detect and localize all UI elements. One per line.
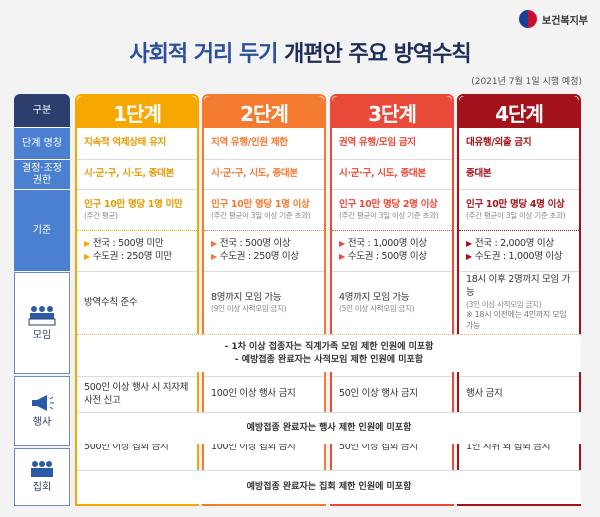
triangle-bullet-icon: ▶ xyxy=(211,239,217,249)
megaphone-icon xyxy=(32,395,54,412)
label-category: 구분 xyxy=(14,94,70,128)
stage-authority: 시·군·구, 시도, 중대본 xyxy=(332,160,452,190)
criteria: 인구 10만 명당 1명 미만 xyxy=(84,198,183,210)
criteria-note: (주간 평균이 3일 이상 기준 초과) xyxy=(466,211,566,221)
gathering-extra: ※ 18시 이전에는 4인까지 모임 가능 xyxy=(466,310,567,330)
gathering-rule-note: (9인 이상 사적모임 금지) xyxy=(211,304,287,314)
rally-rule: 100인 이상 집회 금지 xyxy=(211,440,296,452)
title-part2: 개편안 주요 방역수칙 xyxy=(284,42,471,67)
people-group-icon xyxy=(28,306,56,326)
crowd-icon xyxy=(31,461,53,478)
stage-column-3: 3단계 권역 유행/모임 금지 시·군·구, 시도, 중대본 인구 10만 명당… xyxy=(330,94,454,506)
criteria-note: (주간 평균) xyxy=(84,211,118,221)
gathering-rule-note: (5인 이상 사적모임 금지) xyxy=(339,304,415,314)
label-name: 단계 명칭 xyxy=(14,128,70,160)
criteria: 인구 10만 명당 2명 이상 xyxy=(339,198,438,210)
national-threshold: 전국 : 500명 이상 xyxy=(219,238,291,250)
stage-header: 2단계 xyxy=(204,96,324,128)
gathering-rule: 4명까지 모임 가능 xyxy=(339,291,410,303)
national-threshold: 전국 : 500명 미만 xyxy=(92,238,164,250)
stage-name: 지역 유행/인원 제한 xyxy=(204,128,324,160)
label-criteria: 기준 xyxy=(14,190,70,272)
national-threshold: 전국 : 1,000명 이상 xyxy=(347,238,427,250)
gathering-rule: 18시 이후 2명까지 모임 가능 xyxy=(466,274,571,299)
gathering-note-1: - 1차 이상 접종자는 직계가족 모임 제한 인원에 미포함 xyxy=(224,341,434,352)
gathering-rule-note: (3인 이상 사적모임 금지) xyxy=(466,299,542,309)
label-event: 행사 xyxy=(14,376,70,446)
event-text: 행사 xyxy=(32,417,52,429)
gathering-rule: 8명까지 모임 가능 xyxy=(211,291,282,303)
gathering-note-2: - 예방접종 완료자는 사적모임 제한 인원에 미포함 xyxy=(234,354,424,365)
criteria-note: (주간 평균이 3일 이상 기준 초과) xyxy=(211,211,311,221)
capital-threshold: 수도권 : 500명 이상 xyxy=(347,251,427,262)
triangle-bullet-icon: ▶ xyxy=(84,239,90,249)
stage-name: 대유행/외출 금지 xyxy=(459,128,579,160)
label-authority: 결정·조정 권한 xyxy=(14,160,70,190)
rally-rule: 500인 이상 집회 금지 xyxy=(84,440,169,452)
taegeuk-logo-icon xyxy=(519,10,537,28)
stage-header: 4단계 xyxy=(459,96,579,128)
rally-rule: 50인 이상 집회 금지 xyxy=(339,440,418,452)
stage-authority: 시·군·구, 시·도, 중대본 xyxy=(77,160,197,190)
stage-column-2: 2단계 지역 유행/인원 제한 시·군·구, 시도, 중대본 인구 10만 명당… xyxy=(202,94,326,506)
criteria-note: (주간 평균이 3일 이상 기준 초과) xyxy=(339,211,439,221)
stage-column-1: 1단계 지속적 억제상태 유지 시·군·구, 시·도, 중대본 인구 10만 명… xyxy=(75,94,199,506)
capital-threshold: 수도권 : 250명 미만 xyxy=(92,251,172,262)
gathering-text: 모임 xyxy=(32,330,52,342)
gathering-note: - 1차 이상 접종자는 직계가족 모임 제한 인원에 미포함 - 예방접종 완… xyxy=(77,334,581,372)
triangle-bullet-icon: ▶ xyxy=(339,252,345,261)
rally-text: 집회 xyxy=(32,482,52,494)
triangle-bullet-icon: ▶ xyxy=(211,252,217,261)
stage-header: 3단계 xyxy=(332,96,452,128)
stage-name: 권역 유행/모임 금지 xyxy=(332,128,452,160)
stage-column-4: 4단계 대유행/외출 금지 중대본 인구 10만 명당 4명 이상 (주간 평균이… xyxy=(457,94,581,506)
event-rule: 100인 이상 행사 금지 xyxy=(204,376,324,412)
stage-authority: 중대본 xyxy=(459,160,579,190)
triangle-bullet-icon: ▶ xyxy=(466,252,472,261)
criteria: 인구 10만 명당 1명 이상 xyxy=(211,198,310,210)
stage-header: 1단계 xyxy=(77,96,197,128)
title-part1: 사회적 거리 두기 xyxy=(129,42,278,67)
event-rule: 500인 이상 행사 시 지자체 사전 신고 xyxy=(77,376,197,412)
gathering-rule: 방역수칙 준수 xyxy=(84,296,138,308)
triangle-bullet-icon: ▶ xyxy=(339,239,345,249)
capital-threshold: 수도권 : 1,000명 이상 xyxy=(474,251,563,262)
capital-threshold: 수도권 : 250명 이상 xyxy=(219,251,299,262)
label-gathering: 모임 xyxy=(14,272,70,374)
stage-authority: 시·군·구, 시도, 중대본 xyxy=(204,160,324,190)
label-rally: 집회 xyxy=(14,448,70,506)
national-threshold: 전국 : 2,000명 이상 xyxy=(474,238,554,250)
org-name: 보건복지부 xyxy=(542,15,588,27)
triangle-bullet-icon: ▶ xyxy=(84,252,90,261)
stage-name: 지속적 억제상태 유지 xyxy=(77,128,197,160)
ministry-logo: 보건복지부 xyxy=(519,10,588,28)
event-rule: 행사 금지 xyxy=(459,376,579,412)
page-title: 사회적 거리 두기 개편안 주요 방역수칙 xyxy=(0,36,600,68)
rally-note: 예방접종 완료자는 집회 제한 인원에 미포함 xyxy=(77,470,581,504)
rally-rule: 1인 시위 외 집회 금지 xyxy=(466,440,551,452)
triangle-bullet-icon: ▶ xyxy=(466,239,472,249)
effective-date: (2021년 7월 1일 시행 예정) xyxy=(471,77,582,87)
event-note: 예방접종 완료자는 행사 제한 인원에 미포함 xyxy=(77,412,581,444)
event-rule: 50인 이상 행사 금지 xyxy=(332,376,452,412)
criteria: 인구 10만 명당 4명 이상 xyxy=(466,198,565,210)
